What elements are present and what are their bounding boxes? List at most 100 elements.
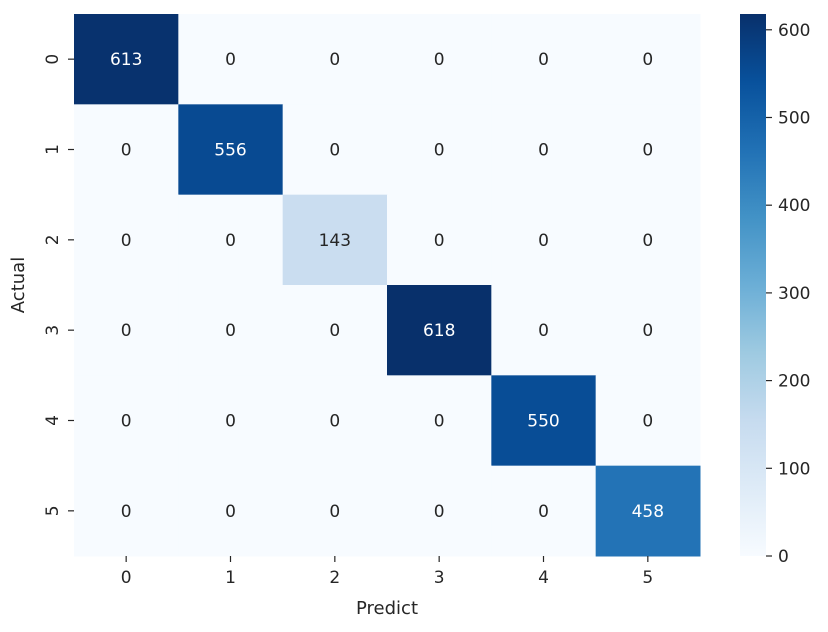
cell-value-label: 0 bbox=[225, 502, 236, 522]
x-tick-label: 3 bbox=[434, 568, 445, 588]
cell-value-label: 0 bbox=[121, 141, 132, 161]
heatmap-cell bbox=[282, 285, 388, 376]
heatmap-cell bbox=[491, 14, 597, 105]
heatmap-cell bbox=[74, 465, 179, 557]
cell-value-label: 0 bbox=[434, 231, 445, 251]
heatmap-cell bbox=[595, 465, 701, 557]
x-axis: 0 1 2 3 4 5 bbox=[121, 556, 653, 588]
heatmap-cells bbox=[74, 14, 701, 557]
heatmap-cell bbox=[74, 14, 179, 105]
heatmap-cell bbox=[74, 375, 179, 467]
cell-value-label: 0 bbox=[642, 321, 653, 341]
colorbar-tick-label: 0 bbox=[778, 547, 789, 567]
cell-value-label: 0 bbox=[538, 231, 549, 251]
colorbar-gradient bbox=[740, 14, 766, 556]
heatmap-cell bbox=[387, 285, 492, 376]
cell-value-label: 0 bbox=[538, 321, 549, 341]
cell-value-label: 0 bbox=[225, 412, 236, 432]
heatmap-cell bbox=[387, 104, 492, 196]
cell-value-label: 0 bbox=[121, 231, 132, 251]
x-tick-label: 0 bbox=[121, 568, 132, 588]
cell-value-label: 0 bbox=[121, 321, 132, 341]
heatmap-cell bbox=[595, 375, 701, 467]
cell-value-label: 0 bbox=[329, 141, 340, 161]
heatmap-cell-labels: 613 0 0 0 0 0 0 556 0 0 0 0 0 0 143 0 0 0 0 0 0 618 0 0 0 0 0 0 550 0… bbox=[110, 50, 664, 522]
y-tick-label: 0 bbox=[43, 54, 63, 65]
heatmap-cell bbox=[387, 194, 492, 286]
cell-value-label: 0 bbox=[538, 502, 549, 522]
cell-value-label: 0 bbox=[642, 412, 653, 432]
cell-value-label: 0 bbox=[434, 50, 445, 70]
colorbar-tick-label: 600 bbox=[778, 21, 810, 41]
heatmap-cell bbox=[387, 375, 492, 467]
cell-value-label: 0 bbox=[434, 141, 445, 161]
heatmap-cell bbox=[178, 465, 284, 557]
cell-value-label: 0 bbox=[329, 321, 340, 341]
heatmap-cell bbox=[595, 104, 701, 196]
cell-value-label: 0 bbox=[434, 412, 445, 432]
heatmap-cell bbox=[595, 14, 701, 105]
y-tick-label: 3 bbox=[43, 325, 63, 336]
heatmap-cell bbox=[387, 14, 492, 105]
heatmap-cell bbox=[491, 104, 597, 196]
cell-value-label: 613 bbox=[110, 50, 142, 70]
heatmap-cell bbox=[74, 194, 179, 286]
colorbar-tick-label: 100 bbox=[778, 459, 810, 479]
heatmap-cell bbox=[178, 194, 284, 286]
y-tick-label: 4 bbox=[43, 415, 63, 426]
heatmap-cell bbox=[178, 14, 284, 105]
heatmap-cell bbox=[491, 285, 597, 376]
x-axis-label: Predict bbox=[356, 598, 418, 619]
y-tick-label: 2 bbox=[43, 234, 63, 245]
cell-value-label: 0 bbox=[329, 502, 340, 522]
heatmap-cell bbox=[178, 375, 284, 467]
colorbar: 0 100 200 300 400 500 600 bbox=[740, 14, 810, 567]
cell-value-label: 618 bbox=[423, 321, 455, 341]
cell-value-label: 0 bbox=[538, 141, 549, 161]
cell-value-label: 550 bbox=[527, 412, 559, 432]
cell-value-label: 0 bbox=[121, 502, 132, 522]
cell-value-label: 556 bbox=[214, 141, 246, 161]
heatmap-cell bbox=[282, 194, 388, 286]
cell-value-label: 0 bbox=[642, 141, 653, 161]
heatmap-cell bbox=[387, 465, 492, 557]
cell-value-label: 0 bbox=[538, 50, 549, 70]
colorbar-tick-label: 200 bbox=[778, 372, 810, 392]
cell-value-label: 0 bbox=[642, 50, 653, 70]
heatmap-cell bbox=[491, 465, 597, 557]
cell-value-label: 0 bbox=[225, 321, 236, 341]
colorbar-tick-label: 300 bbox=[778, 284, 810, 304]
heatmap-cell bbox=[178, 285, 284, 376]
colorbar-tick-label: 500 bbox=[778, 108, 810, 128]
heatmap-cell bbox=[282, 465, 388, 557]
x-tick-label: 2 bbox=[329, 568, 340, 588]
heatmap-cell bbox=[595, 194, 701, 286]
cell-value-label: 0 bbox=[434, 502, 445, 522]
heatmap-cell bbox=[282, 104, 388, 196]
cell-value-label: 458 bbox=[632, 502, 664, 522]
heatmap-cell bbox=[491, 375, 597, 467]
x-tick-label: 4 bbox=[538, 568, 549, 588]
y-tick-label: 5 bbox=[43, 505, 63, 516]
y-tick-label: 1 bbox=[43, 144, 63, 155]
cell-value-label: 0 bbox=[642, 231, 653, 251]
cell-value-label: 0 bbox=[329, 412, 340, 432]
x-tick-label: 1 bbox=[225, 568, 236, 588]
heatmap-cell bbox=[74, 104, 179, 196]
cell-value-label: 0 bbox=[121, 412, 132, 432]
colorbar-tick-label: 400 bbox=[778, 196, 810, 216]
y-axis: 0 1 2 3 4 5 bbox=[43, 54, 74, 516]
heatmap-cell bbox=[595, 285, 701, 376]
cell-value-label: 0 bbox=[225, 231, 236, 251]
heatmap-cell bbox=[491, 194, 597, 286]
cell-value-label: 143 bbox=[319, 231, 351, 251]
heatmap-cell bbox=[74, 285, 179, 376]
cell-value-label: 0 bbox=[329, 50, 340, 70]
heatmap-cell bbox=[282, 14, 388, 105]
heatmap-cell bbox=[282, 375, 388, 467]
cell-value-label: 0 bbox=[225, 50, 236, 70]
y-axis-label: Actual bbox=[8, 257, 29, 313]
heatmap-cell bbox=[178, 104, 284, 196]
x-tick-label: 5 bbox=[642, 568, 653, 588]
